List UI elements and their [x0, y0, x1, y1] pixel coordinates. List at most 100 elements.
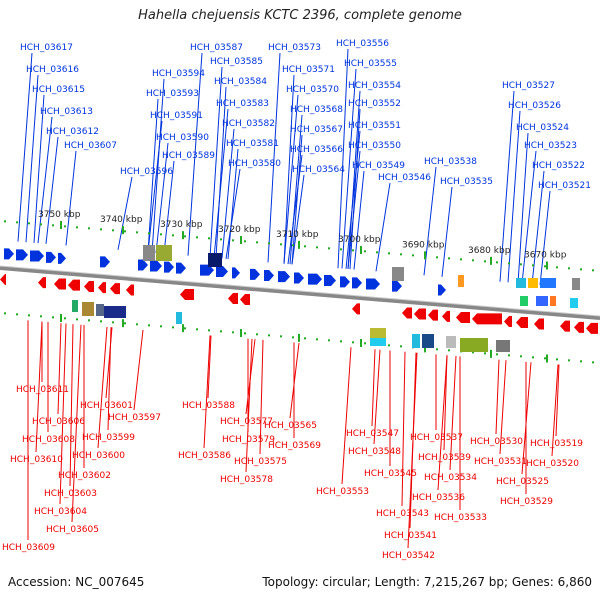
scale-dot: [484, 260, 486, 263]
gene-label-top[interactable]: HCH_03583: [216, 99, 269, 109]
gene-label-bottom[interactable]: HCH_03588: [182, 401, 235, 411]
gene-label-top[interactable]: HCH_03556: [336, 39, 389, 49]
gene-label-top[interactable]: HCH_03535: [440, 177, 493, 187]
gene-label-bottom[interactable]: HCH_03531: [474, 457, 527, 467]
gene-arrow-reverse: [54, 278, 66, 290]
gene-label-bottom[interactable]: HCH_03529: [500, 497, 553, 507]
gene-leader-line: [151, 78, 165, 253]
gene-label-top[interactable]: HCH_03566: [290, 145, 343, 155]
gene-label-top[interactable]: HCH_03549: [352, 161, 405, 171]
gene-label-top[interactable]: HCH_03570: [286, 85, 339, 95]
gene-label-bottom[interactable]: HCH_03542: [382, 551, 435, 561]
gene-label-bottom[interactable]: HCH_03541: [384, 531, 437, 541]
gene-label-top[interactable]: HCH_03596: [120, 167, 173, 177]
gene-label-top[interactable]: HCH_03564: [292, 165, 345, 175]
gene-label-bottom[interactable]: HCH_03601: [80, 401, 133, 411]
gene-label-bottom[interactable]: HCH_03577: [220, 417, 273, 427]
gene-arrow-reverse: [560, 320, 570, 332]
gene-label-bottom[interactable]: HCH_03603: [44, 489, 97, 499]
gene-label-bottom[interactable]: HCH_03602: [58, 471, 111, 481]
scale-dot: [532, 264, 534, 267]
scale-dot: [508, 354, 510, 357]
gene-label-top[interactable]: HCH_03593: [146, 89, 199, 99]
gene-arrow-reverse: [414, 308, 426, 320]
gene-label-top[interactable]: HCH_03522: [532, 161, 585, 171]
gene-label-bottom[interactable]: HCH_03608: [22, 435, 75, 445]
gene-label-top[interactable]: HCH_03573: [268, 43, 321, 53]
gene-leader-line: [17, 52, 33, 242]
scale-dot: [40, 223, 42, 226]
gene-label-top[interactable]: HCH_03568: [290, 105, 343, 115]
gene-label-top[interactable]: HCH_03524: [516, 123, 569, 133]
gene-label-bottom[interactable]: HCH_03547: [346, 429, 399, 439]
gene-label-top[interactable]: HCH_03552: [348, 99, 401, 109]
feature-block: [570, 298, 578, 308]
gene-label-bottom[interactable]: HCH_03606: [32, 417, 85, 427]
gene-label-bottom[interactable]: HCH_03578: [220, 475, 273, 485]
gene-label-bottom[interactable]: HCH_03610: [10, 455, 63, 465]
gene-label-top[interactable]: HCH_03550: [348, 141, 401, 151]
gene-label-top[interactable]: HCH_03615: [32, 85, 85, 95]
scale-dot: [100, 320, 102, 323]
gene-label-top[interactable]: HCH_03571: [282, 65, 335, 75]
gene-label-top[interactable]: HCH_03607: [64, 141, 117, 151]
gene-label-bottom[interactable]: HCH_03537: [410, 433, 463, 443]
gene-label-bottom[interactable]: HCH_03586: [178, 451, 231, 461]
gene-label-bottom[interactable]: HCH_03525: [496, 477, 549, 487]
gene-label-bottom[interactable]: HCH_03600: [72, 451, 125, 461]
gene-label-bottom[interactable]: HCH_03533: [434, 513, 487, 523]
scale-dot: [184, 327, 186, 330]
gene-label-top[interactable]: HCH_03551: [348, 121, 401, 131]
gene-label-bottom[interactable]: HCH_03609: [2, 543, 55, 553]
gene-label-top[interactable]: HCH_03567: [290, 125, 343, 135]
gene-arrow-reverse: [110, 283, 120, 295]
gene-label-bottom[interactable]: HCH_03519: [530, 439, 583, 449]
gene-label-top[interactable]: HCH_03613: [40, 107, 93, 117]
gene-label-top[interactable]: HCH_03591: [150, 111, 203, 121]
gene-label-top[interactable]: HCH_03581: [226, 139, 279, 149]
gene-label-top[interactable]: HCH_03554: [348, 81, 401, 91]
gene-label-top[interactable]: HCH_03612: [46, 127, 99, 137]
scale-dot: [364, 250, 366, 253]
gene-label-top[interactable]: HCH_03526: [508, 101, 561, 111]
gene-label-top[interactable]: HCH_03523: [524, 141, 577, 151]
gene-label-bottom[interactable]: HCH_03597: [108, 413, 161, 423]
gene-label-top[interactable]: HCH_03587: [190, 43, 243, 53]
gene-label-top[interactable]: HCH_03555: [344, 59, 397, 69]
gene-label-top[interactable]: HCH_03538: [424, 157, 477, 167]
gene-label-bottom[interactable]: HCH_03604: [34, 507, 87, 517]
scale-dot: [436, 348, 438, 351]
scale-dot: [52, 316, 54, 319]
gene-label-bottom[interactable]: HCH_03575: [234, 457, 287, 467]
gene-label-bottom[interactable]: HCH_03520: [526, 459, 579, 469]
gene-label-bottom[interactable]: HCH_03545: [364, 469, 417, 479]
gene-arrow-forward: [138, 259, 148, 271]
gene-label-bottom[interactable]: HCH_03579: [222, 435, 275, 445]
gene-label-bottom[interactable]: HCH_03543: [376, 509, 429, 519]
gene-label-bottom[interactable]: HCH_03536: [412, 493, 465, 503]
gene-label-bottom[interactable]: HCH_03611: [16, 385, 69, 395]
gene-label-top[interactable]: HCH_03582: [222, 119, 275, 129]
gene-label-bottom[interactable]: HCH_03565: [264, 421, 317, 431]
gene-label-bottom[interactable]: HCH_03599: [82, 433, 135, 443]
gene-label-top[interactable]: HCH_03589: [162, 151, 215, 161]
gene-label-top[interactable]: HCH_03521: [538, 181, 591, 191]
gene-label-top[interactable]: HCH_03546: [378, 173, 431, 183]
gene-label-top[interactable]: HCH_03590: [156, 133, 209, 143]
gene-label-bottom[interactable]: HCH_03548: [348, 447, 401, 457]
feature-block: [104, 306, 126, 318]
gene-label-top[interactable]: HCH_03584: [214, 77, 267, 87]
gene-label-bottom[interactable]: HCH_03539: [418, 453, 471, 463]
gene-label-bottom[interactable]: HCH_03534: [424, 473, 477, 483]
gene-label-bottom[interactable]: HCH_03553: [316, 487, 369, 497]
gene-label-top[interactable]: HCH_03580: [228, 159, 281, 169]
gene-label-top[interactable]: HCH_03527: [502, 81, 555, 91]
gene-label-top[interactable]: HCH_03617: [20, 43, 73, 53]
gene-label-bottom[interactable]: HCH_03605: [46, 525, 99, 535]
gene-label-top[interactable]: HCH_03585: [210, 57, 263, 67]
gene-label-bottom[interactable]: HCH_03530: [470, 437, 523, 447]
gene-label-top[interactable]: HCH_03594: [152, 69, 205, 79]
scale-dot: [28, 222, 30, 225]
gene-label-top[interactable]: HCH_03616: [26, 65, 79, 75]
gene-label-bottom[interactable]: HCH_03569: [268, 441, 321, 451]
